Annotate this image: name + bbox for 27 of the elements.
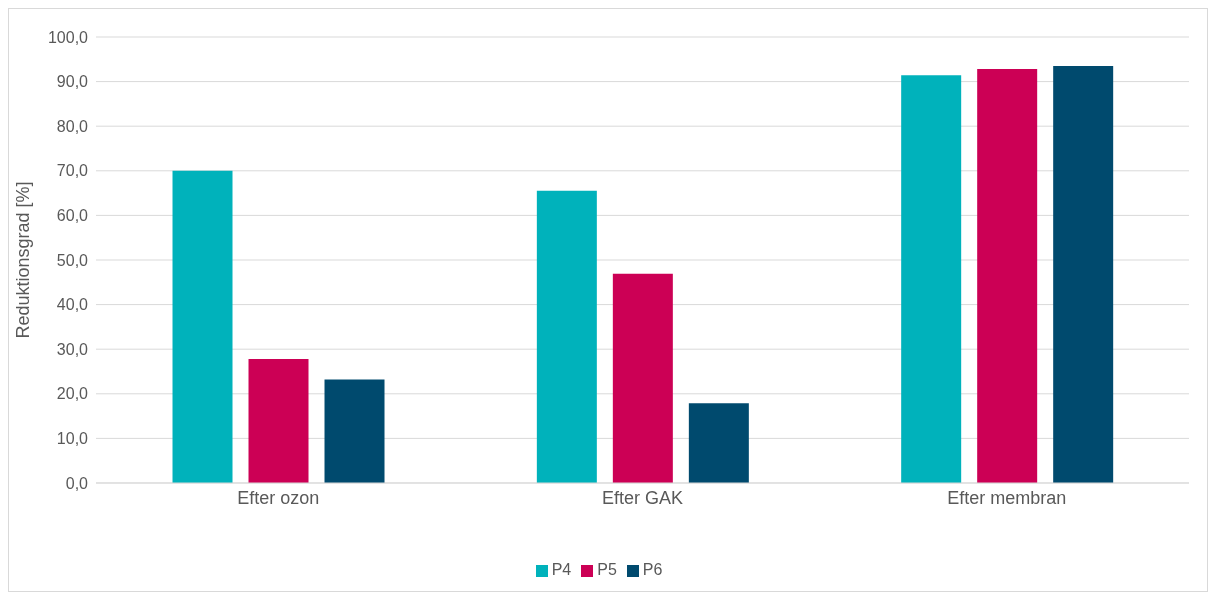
x-tick-label: Efter ozon [237,487,320,508]
y-tick-label: 20,0 [56,385,89,403]
bar [977,69,1038,483]
legend-label: P6 [642,561,663,578]
bar [324,379,385,483]
y-tick-label: 0,0 [65,474,89,492]
legend-label: P4 [551,561,572,578]
x-tick-label: Efter GAK [601,487,684,508]
bar [688,403,749,483]
x-tick-label: Efter membran [947,487,1067,508]
bar [248,359,309,483]
y-tick-label: 60,0 [56,207,89,225]
bar [1053,65,1114,483]
y-tick-label: 90,0 [56,73,89,91]
y-tick-label: 40,0 [56,296,89,314]
y-tick-label: 10,0 [56,430,89,448]
legend-label: P5 [597,561,617,578]
bar [536,190,597,483]
y-tick-label: 70,0 [56,162,89,180]
bar [612,273,673,483]
bar [172,170,233,483]
bar [901,75,962,483]
y-tick-label: 50,0 [56,251,89,269]
y-tick-label: 100,0 [47,28,89,46]
y-tick-label: 30,0 [56,340,89,358]
y-tick-label: 80,0 [56,117,89,135]
y-axis-title: Reduktionsgrad [%] [13,181,34,339]
